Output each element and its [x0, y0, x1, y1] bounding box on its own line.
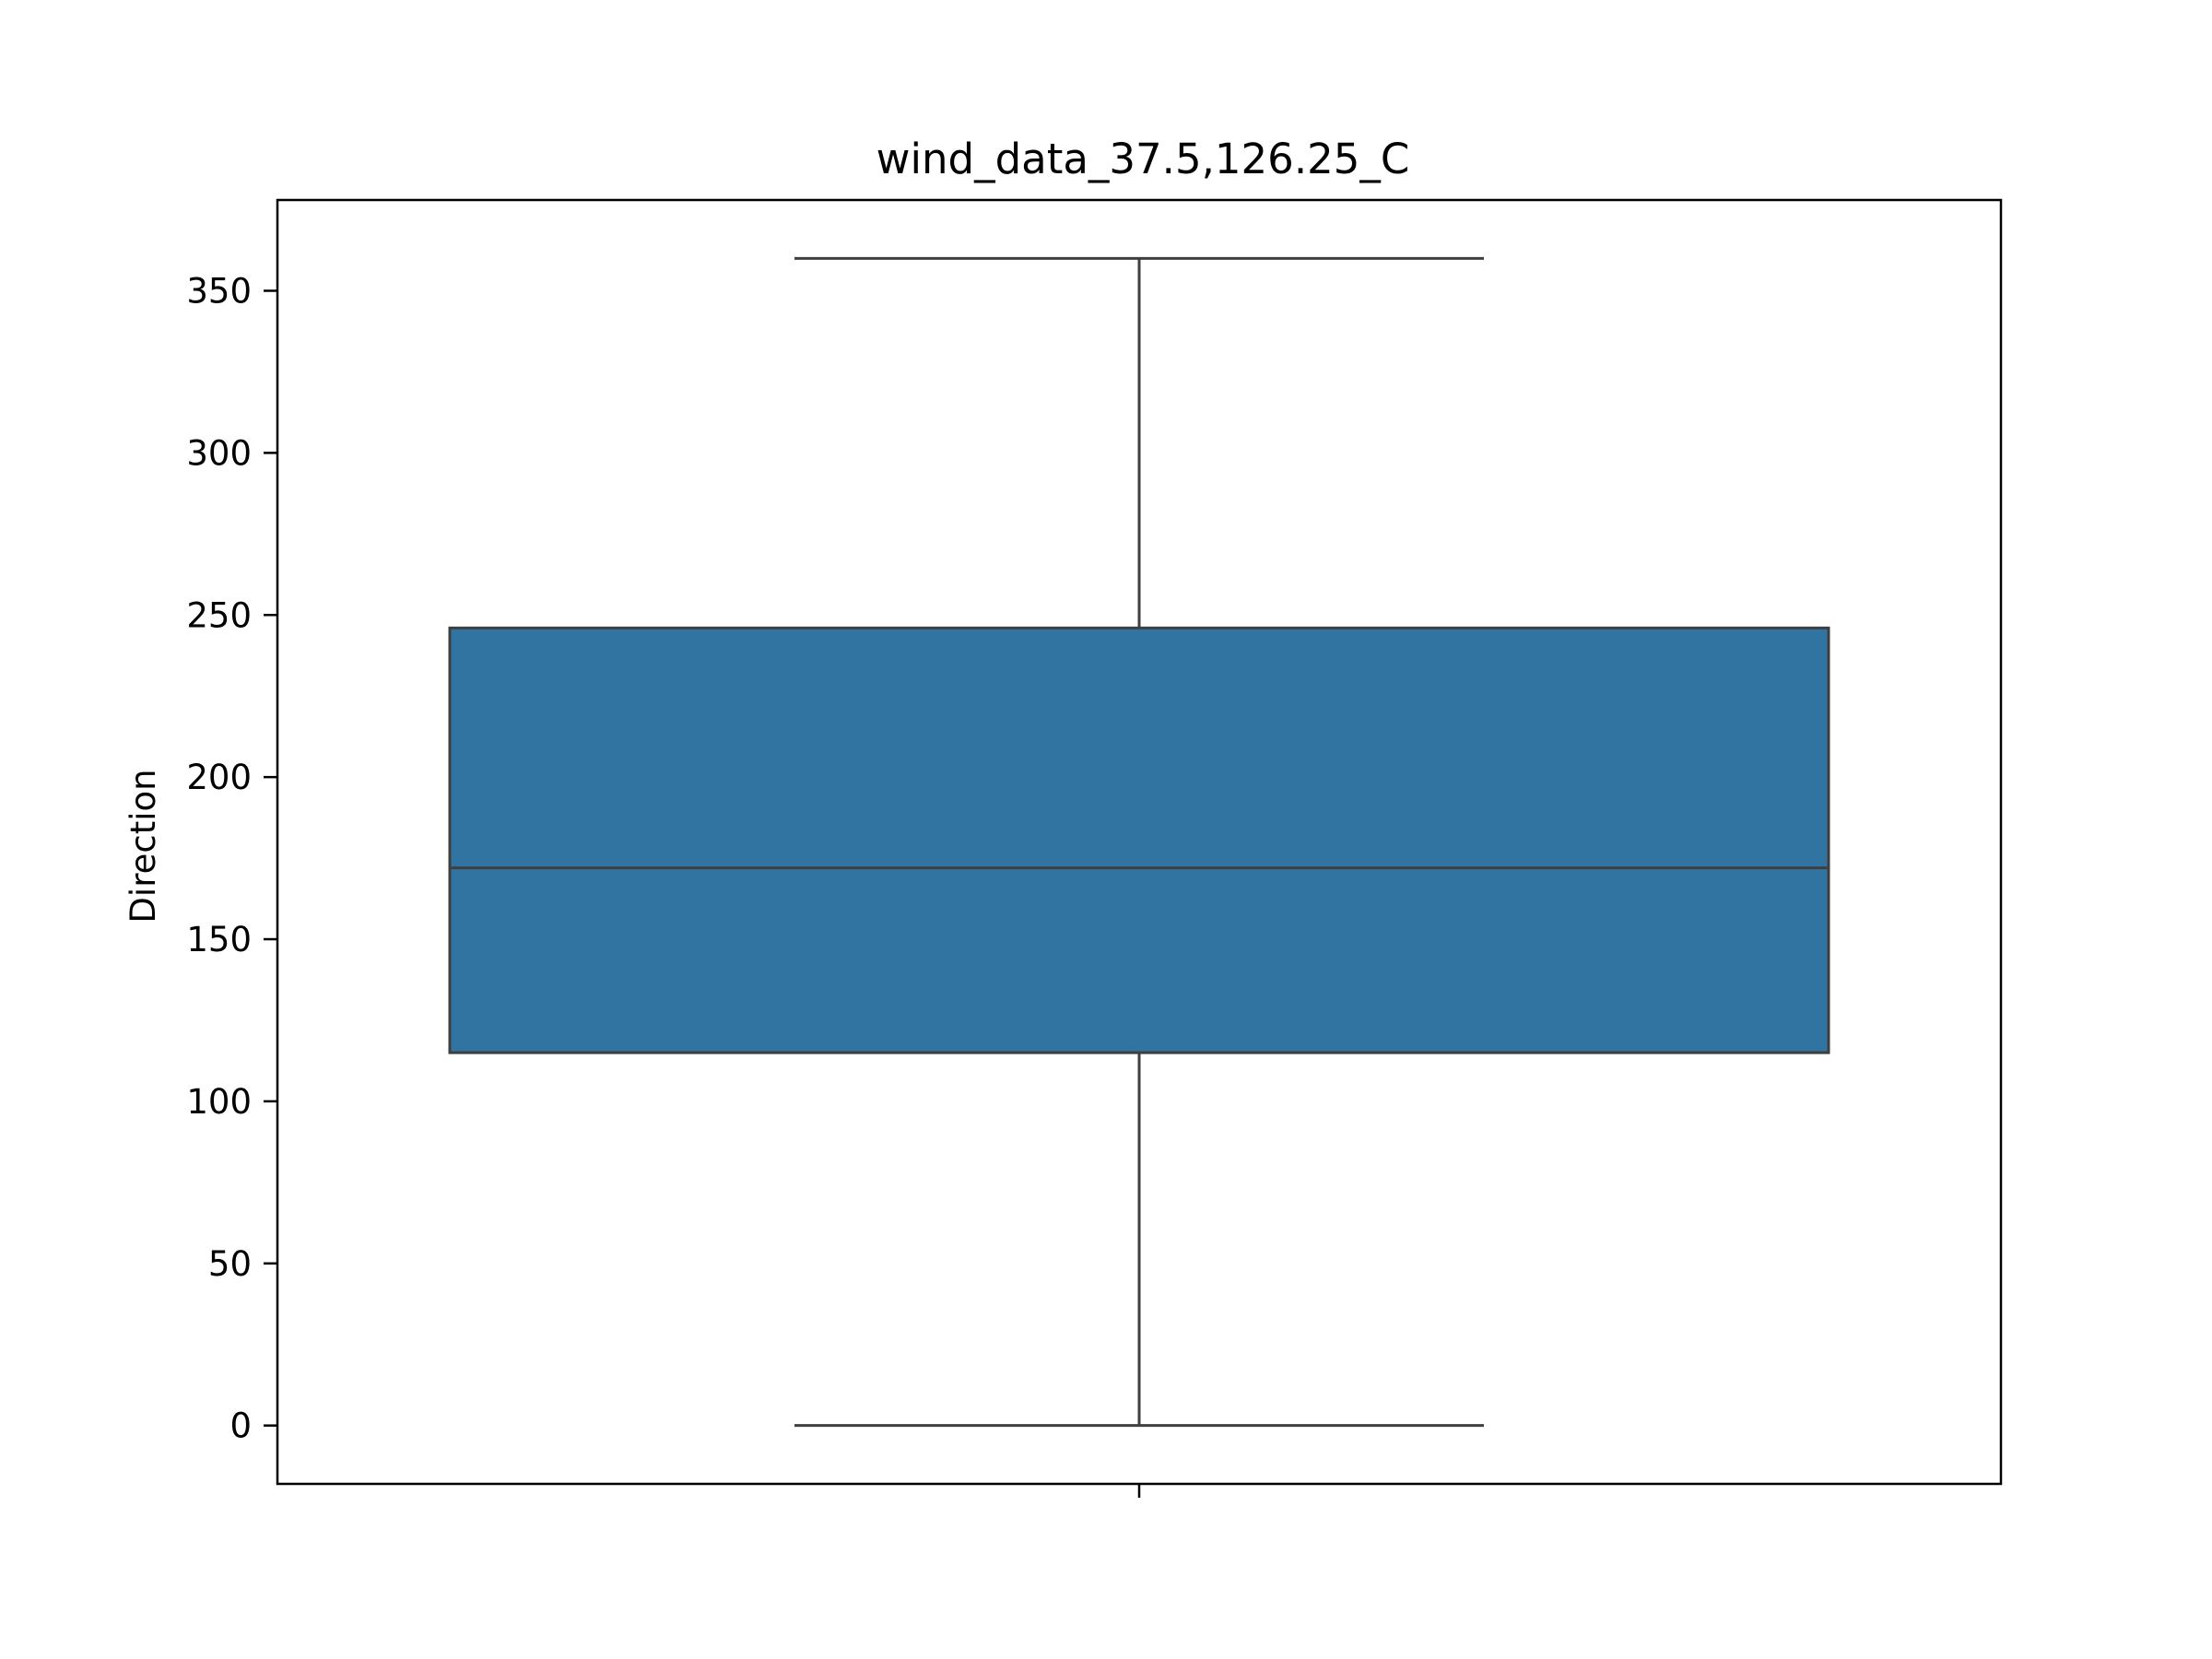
- y-axis-label: Direction: [124, 769, 163, 923]
- chart-title: wind_data_37.5,126.25_C: [877, 135, 1410, 183]
- y-tick-label: 250: [186, 595, 252, 635]
- y-tick-label: 100: [186, 1082, 252, 1122]
- y-axis: 0 50 100 150 200 250 300 350: [186, 271, 277, 1446]
- iqr-box: [448, 626, 1830, 1054]
- plot-area: [448, 256, 1830, 1428]
- y-tick-label: 50: [208, 1244, 252, 1284]
- y-tick-label: 350: [186, 271, 252, 311]
- y-tick-label: 150: [186, 920, 252, 959]
- y-tick-label: 200: [186, 758, 252, 797]
- y-tick-label: 0: [229, 1406, 252, 1446]
- y-tick-label: 300: [186, 433, 252, 473]
